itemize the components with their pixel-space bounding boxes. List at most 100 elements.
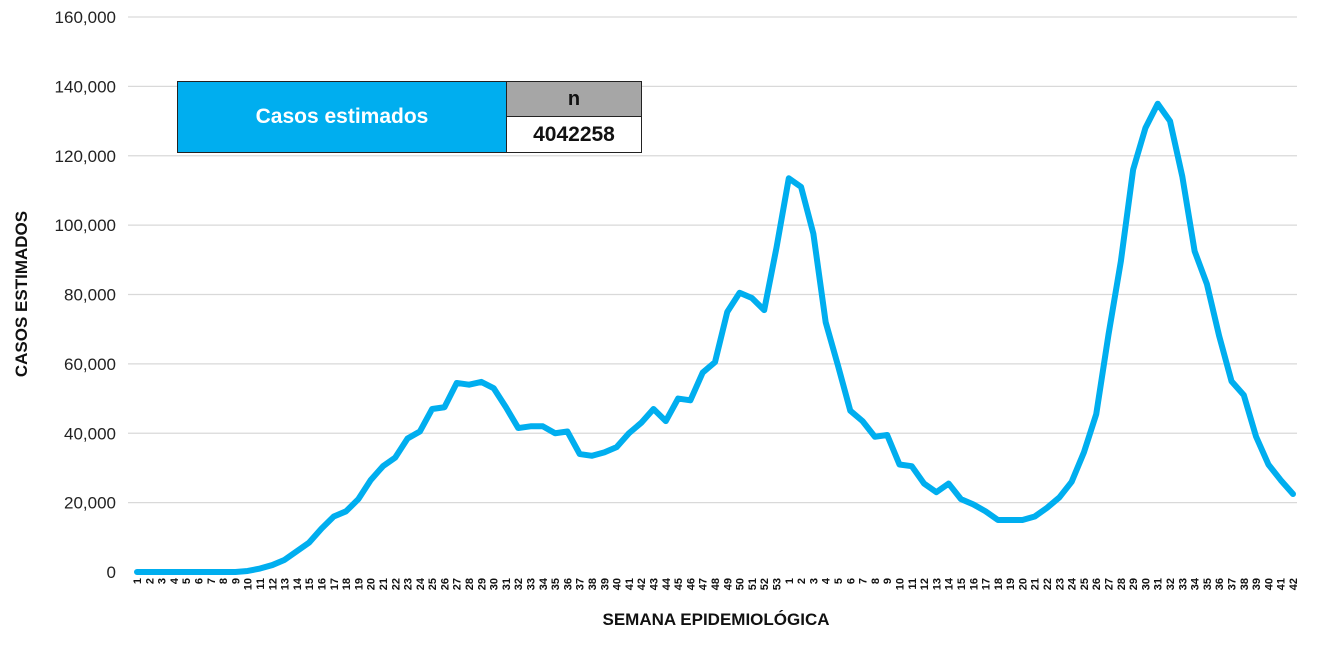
y-tick-label: 80,000: [64, 286, 116, 305]
x-tick-label: 14: [944, 577, 956, 590]
summary-table: Casos estimados n 4042258: [177, 81, 642, 153]
x-tick-label: 12: [267, 578, 279, 590]
x-tick-label: 48: [710, 578, 722, 590]
x-tick-label: 38: [587, 578, 599, 590]
x-tick-label: 35: [1202, 578, 1214, 590]
x-tick-label: 40: [612, 578, 624, 590]
x-tick-label: 17: [981, 578, 993, 590]
x-tick-label: 37: [1227, 578, 1239, 590]
x-tick-label: 47: [698, 578, 710, 590]
x-tick-label: 28: [464, 578, 476, 590]
x-tick-label: 36: [1214, 578, 1226, 590]
x-tick-label: 3: [157, 578, 169, 584]
x-tick-label: 33: [526, 578, 538, 590]
x-tick-label: 34: [538, 577, 550, 590]
x-tick-label: 37: [575, 578, 587, 590]
x-tick-label: 7: [206, 578, 218, 584]
x-tick-label: 4: [169, 577, 181, 584]
x-tick-label: 24: [415, 577, 427, 590]
summary-value: 4042258: [507, 117, 641, 152]
x-tick-label: 52: [759, 578, 771, 590]
x-tick-label: 15: [956, 578, 968, 590]
x-tick-label: 16: [968, 578, 980, 590]
y-tick-label: 120,000: [55, 147, 116, 166]
x-tick-label: 42: [636, 578, 648, 590]
x-tick-label: 53: [771, 578, 783, 590]
x-tick-label: 46: [685, 578, 697, 590]
summary-value-column: n 4042258: [507, 82, 641, 152]
x-tick-label: 10: [894, 578, 906, 590]
x-tick-label: 30: [1140, 578, 1152, 590]
x-tick-label: 3: [808, 578, 820, 584]
x-tick-label: 45: [673, 578, 685, 590]
x-tick-label: 32: [513, 578, 525, 590]
y-tick-label: 0: [107, 563, 116, 582]
x-tick-label: 19: [1005, 578, 1017, 590]
summary-label: Casos estimados: [178, 82, 507, 152]
x-tick-label: 5: [833, 578, 845, 584]
x-tick-label: 1: [784, 578, 796, 584]
x-tick-label: 1: [132, 578, 144, 584]
x-tick-label: 30: [489, 578, 501, 590]
x-tick-label: 7: [858, 578, 870, 584]
x-tick-label: 4: [821, 577, 833, 584]
x-tick-label: 27: [452, 578, 464, 590]
x-tick-label: 8: [870, 578, 882, 584]
x-tick-label: 22: [1042, 578, 1054, 590]
x-tick-label: 44: [661, 577, 673, 590]
x-tick-label: 8: [218, 578, 230, 584]
y-tick-label: 160,000: [55, 8, 116, 27]
x-tick-label: 21: [1030, 578, 1042, 590]
x-tick-label: 21: [378, 578, 390, 590]
x-tick-label: 6: [193, 578, 205, 584]
x-tick-label: 40: [1263, 578, 1275, 590]
x-axis-title: SEMANA EPIDEMIOLÓGICA: [603, 610, 830, 629]
y-tick-label: 20,000: [64, 494, 116, 513]
x-tick-label: 25: [1079, 578, 1091, 590]
x-tick-label: 6: [845, 578, 857, 584]
series-layer: [134, 100, 1296, 575]
x-tick-label: 2: [144, 578, 156, 584]
x-tick-label: 13: [931, 578, 943, 590]
x-tick-label: 38: [1239, 578, 1251, 590]
x-tick-label: 15: [304, 578, 316, 590]
x-tick-label: 13: [280, 578, 292, 590]
y-axis-ticks: 0 20,000 40,000 60,000 80,000 100,000 120,000 1…: [55, 8, 116, 582]
x-tick-label: 20: [1017, 578, 1029, 590]
x-tick-label: 49: [722, 578, 734, 590]
x-tick-label: 23: [403, 578, 415, 590]
x-tick-label: 29: [1128, 578, 1140, 590]
y-tick-label: 40,000: [64, 424, 116, 443]
x-tick-label: 33: [1177, 578, 1189, 590]
x-tick-label: 18: [341, 578, 353, 590]
x-tick-label: 2: [796, 578, 808, 584]
x-tick-label: 5: [181, 578, 193, 584]
y-axis-title: CASOS ESTIMADOS: [12, 211, 31, 377]
x-tick-label: 25: [427, 578, 439, 590]
x-tick-label: 39: [599, 578, 611, 590]
x-tick-label: 9: [882, 578, 894, 584]
x-tick-label: 32: [1165, 578, 1177, 590]
y-tick-label: 140,000: [55, 77, 116, 96]
x-tick-label: 31: [1153, 578, 1165, 590]
x-tick-label: 19: [353, 578, 365, 590]
x-tick-label: 17: [329, 578, 341, 590]
x-tick-label: 29: [476, 578, 488, 590]
x-tick-label: 34: [1190, 577, 1202, 590]
x-tick-label: 18: [993, 578, 1005, 590]
x-tick-label: 20: [366, 578, 378, 590]
x-tick-label: 43: [649, 578, 661, 590]
x-tick-label: 14: [292, 577, 304, 590]
x-tick-label: 35: [550, 578, 562, 590]
x-tick-label: 10: [243, 578, 255, 590]
x-tick-label: 23: [1054, 578, 1066, 590]
x-tick-label: 11: [907, 578, 919, 590]
x-tick-label: 9: [230, 578, 242, 584]
x-tick-label: 50: [735, 578, 747, 590]
summary-header: n: [507, 82, 641, 117]
x-tick-label: 39: [1251, 578, 1263, 590]
x-tick-label: 51: [747, 578, 759, 590]
x-tick-label: 26: [1091, 578, 1103, 590]
y-tick-label: 60,000: [64, 355, 116, 374]
